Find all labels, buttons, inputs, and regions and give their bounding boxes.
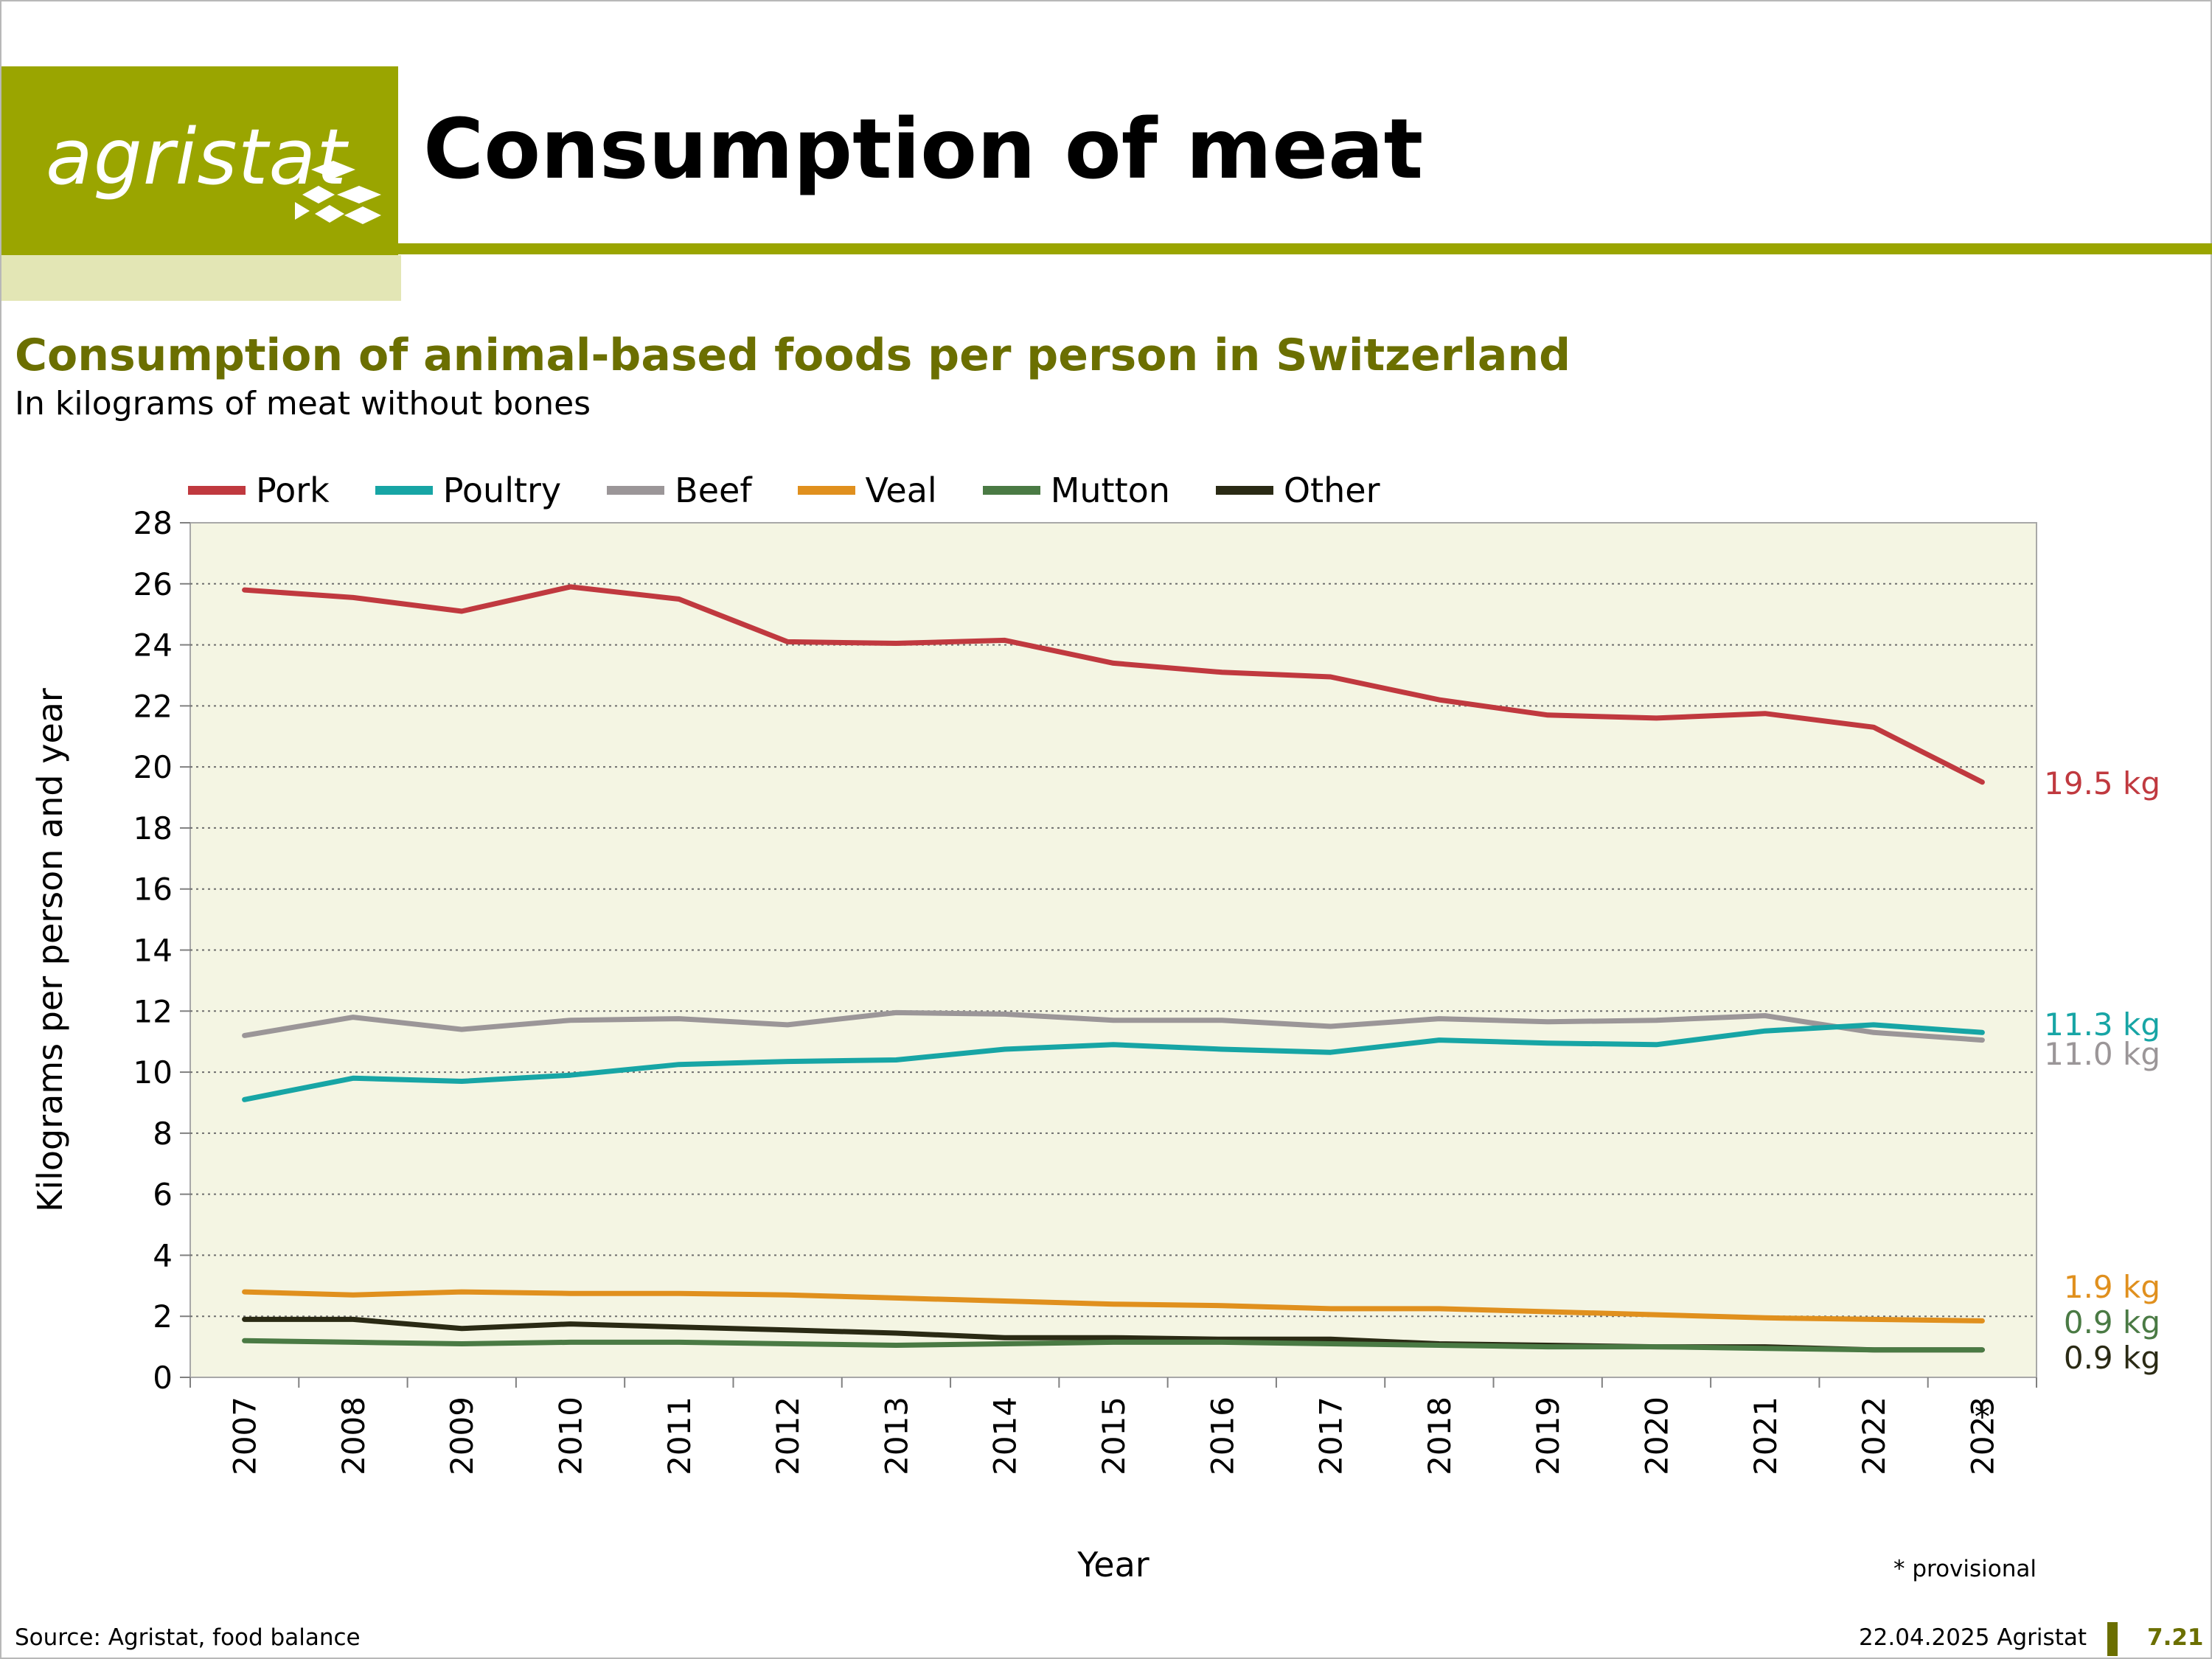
y-tick-label: 28 bbox=[133, 505, 173, 541]
footer-date: 22.04.2025 Agristat bbox=[1858, 1624, 2087, 1651]
x-tick-label: 2007 bbox=[227, 1397, 263, 1475]
chart-subtitle: In kilograms of meat without bones bbox=[15, 385, 591, 422]
legend-swatch bbox=[375, 486, 433, 495]
page-number: 7.21 bbox=[2147, 1624, 2204, 1651]
legend-swatch bbox=[797, 486, 855, 495]
x-tick-label: 2023 bbox=[1964, 1397, 2000, 1475]
logo-text: agristat bbox=[46, 112, 347, 202]
y-tick-label: 6 bbox=[153, 1177, 173, 1213]
end-label-beef: 11.0 kg bbox=[2044, 1036, 2160, 1072]
legend-swatch bbox=[607, 486, 665, 495]
series-line-pork bbox=[242, 584, 1985, 785]
legend-label: Beef bbox=[675, 470, 752, 510]
end-label-other: 0.9 kg bbox=[2064, 1340, 2160, 1376]
series-line-mutton bbox=[242, 1338, 1985, 1353]
x-tick-label: 2009 bbox=[444, 1397, 480, 1475]
legend-swatch bbox=[1215, 486, 1273, 495]
y-tick-label: 24 bbox=[133, 627, 173, 664]
x-tick-label: 2020 bbox=[1638, 1397, 1674, 1475]
y-tick-label: 12 bbox=[133, 993, 173, 1029]
y-tick-label: 16 bbox=[133, 872, 173, 908]
y-tick-label: 10 bbox=[133, 1054, 173, 1091]
legend-swatch bbox=[982, 486, 1040, 495]
legend-label: Other bbox=[1283, 470, 1380, 510]
x-tick-label: 2021 bbox=[1747, 1397, 1784, 1475]
end-label-mutton: 0.9 kg bbox=[2064, 1304, 2160, 1340]
y-axis-title: Kilograms per person and year bbox=[30, 688, 70, 1212]
legend-label: Poultry bbox=[442, 470, 562, 510]
series-line-beef bbox=[242, 1009, 1985, 1043]
logo-diamonds-icon bbox=[295, 161, 381, 224]
x-tick-label: 2019 bbox=[1530, 1397, 1566, 1475]
x-tick-label: 2015 bbox=[1096, 1397, 1132, 1475]
x-tick-label: 2008 bbox=[335, 1397, 372, 1475]
legend-item-other: Other bbox=[1215, 470, 1380, 510]
logo-underlay bbox=[1, 255, 401, 301]
footer-divider bbox=[2107, 1622, 2118, 1656]
x-tick-label: 2018 bbox=[1422, 1397, 1458, 1475]
x-tick-label: 2013 bbox=[878, 1397, 914, 1475]
end-label-pork: 19.5 kg bbox=[2044, 765, 2160, 801]
footer-source: Source: Agristat, food balance bbox=[15, 1624, 361, 1651]
chart-title: Consumption of animal-based foods per pe… bbox=[15, 330, 1571, 381]
y-tick-label: 14 bbox=[133, 933, 173, 969]
legend-item-poultry: Poultry bbox=[375, 470, 561, 510]
legend-label: Pork bbox=[256, 470, 330, 510]
legend-label: Veal bbox=[865, 470, 937, 510]
x-axis-title: Year bbox=[1077, 1545, 1149, 1585]
y-tick-label: 8 bbox=[153, 1116, 173, 1152]
provisional-marker: * bbox=[1975, 1399, 1990, 1435]
y-tick-label: 0 bbox=[153, 1360, 173, 1396]
y-tick-label: 18 bbox=[133, 810, 173, 846]
legend-item-beef: Beef bbox=[607, 470, 752, 510]
x-tick-label: 2011 bbox=[661, 1397, 698, 1475]
provisional-note: * provisional bbox=[1893, 1556, 2037, 1582]
x-tick-label: 2022 bbox=[1856, 1397, 1892, 1475]
y-tick-label: 2 bbox=[153, 1298, 173, 1335]
y-tick-label: 20 bbox=[133, 749, 173, 785]
header-rule bbox=[398, 243, 2212, 254]
x-tick-label: 2014 bbox=[987, 1397, 1023, 1475]
y-tick-label: 26 bbox=[133, 566, 173, 602]
legend-label: Mutton bbox=[1050, 470, 1170, 510]
series-line-poultry bbox=[242, 1022, 1985, 1102]
legend-item-mutton: Mutton bbox=[982, 470, 1170, 510]
legend-swatch bbox=[188, 486, 246, 495]
agristat-logo: agristat bbox=[1, 66, 398, 255]
y-tick-label: 4 bbox=[153, 1237, 173, 1273]
end-label-poultry: 11.3 kg bbox=[2044, 1006, 2160, 1043]
x-tick-label: 2010 bbox=[553, 1397, 589, 1475]
page-title: Consumption of meat bbox=[423, 102, 1424, 198]
end-label-veal: 1.9 kg bbox=[2064, 1269, 2160, 1305]
chart-legend: Pork Poultry Beef Veal Mutton Other bbox=[188, 470, 1426, 510]
x-tick-label: 2017 bbox=[1313, 1397, 1349, 1475]
y-tick-label: 22 bbox=[133, 688, 173, 724]
legend-item-veal: Veal bbox=[797, 470, 937, 510]
series-line-veal bbox=[242, 1289, 1985, 1324]
x-tick-label: 2012 bbox=[770, 1397, 806, 1475]
legend-item-pork: Pork bbox=[188, 470, 330, 510]
x-tick-label: 2016 bbox=[1204, 1397, 1240, 1475]
